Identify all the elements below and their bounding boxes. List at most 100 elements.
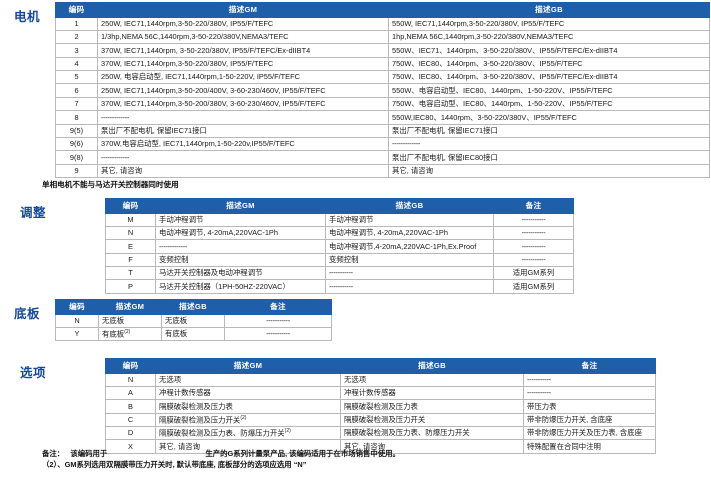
table-row: 1 250W, IEC71,1440rpm,3-50-220/380V, IP55…: [55, 16, 710, 31]
adjust-desc-gb: 电动冲程调节,4-20mA,220VAC-1Ph,Ex.Proof: [325, 239, 494, 254]
motor-desc-gb: 750W、IEC80、1440rpm、3-50-220/380V、IP55/F/…: [388, 56, 710, 72]
base-desc-gm: 无底板: [98, 313, 162, 328]
option-col-desc-gb: 描述GB: [340, 358, 524, 374]
motor-desc-gm: -------------: [97, 110, 389, 125]
option-desc-gb: 隔膜破裂检测及压力开关: [340, 412, 524, 428]
motor-desc-gb: 550W、电容启动型、IEC80、1440rpm、1-50-220V、IP55/…: [388, 83, 710, 98]
motor-desc-gm: 1/3hp,NEMA 56C,1440rpm,3-50-220/380V,NEM…: [97, 29, 389, 45]
adjust-desc-gm: 马达开关控制器（1PH-50HZ-220VAC）: [155, 279, 326, 294]
option-desc-gm-text: 隔膜破裂检测及压力表、防爆压力开关: [159, 428, 285, 438]
motor-code: 2: [55, 29, 98, 45]
adjust-desc-gm: 手动冲程调节: [155, 212, 326, 227]
table-row: T 马达开关控制器及电动冲程调节 ----------- 适用GM系列: [105, 266, 574, 281]
motor-col-code: 编码: [55, 2, 98, 18]
adjust-code: T: [105, 266, 156, 281]
option-desc-gb: 无选项: [340, 372, 524, 387]
adjust-desc-gb: -----------: [325, 279, 494, 294]
option-code: D: [105, 426, 156, 441]
footnote-marker: (2): [124, 328, 131, 335]
option-desc-gb: 其它, 请咨询: [340, 439, 524, 454]
table-row: 9(8) ------------- 泵出厂不配电机, 保留IEC80接口: [55, 150, 710, 165]
base-remark: -----------: [224, 326, 332, 342]
table-row: M 手动冲程调节 手动冲程调节 -----------: [105, 212, 574, 227]
motor-code: 9(5): [55, 123, 98, 139]
footnotes-block: 备注： 该编码用于 生产的G系列计量泵产品, 该编码适用于在市场销售中使用。 （2…: [42, 448, 400, 471]
adjust-desc-gb: 电动冲程调节, 4-20mA,220VAC-1Ph: [325, 225, 494, 241]
footnote-1-prefix: 备注：: [42, 449, 65, 458]
motor-col-desc-gb: 描述GB: [388, 2, 710, 18]
table-row: 3 370W, IEC71,1440rpm, 3-50-220/380V, IP5…: [55, 43, 710, 58]
adjust-table: 编码 描述GM 描述GB 备注 M 手动冲程调节 手动冲程调节 -----------…: [105, 198, 574, 294]
motor-code: 7: [55, 96, 98, 112]
option-desc-gm: 其它, 请咨询: [155, 439, 341, 454]
motor-code: 5: [55, 70, 98, 85]
motor-desc-gb: 泵出厂不配电机, 保留IEC71接口: [388, 123, 710, 139]
option-remark: 带非防爆压力开关及压力表, 含底座: [523, 426, 656, 441]
footnote-1-after: 生产的G系列计量泵产品, 该编码适用于在市场销售中使用。: [205, 449, 400, 458]
adjust-code: E: [105, 239, 156, 254]
motor-code: 9: [55, 163, 98, 179]
section-label-adjust: 调整: [20, 206, 47, 220]
table-row: C 隔膜破裂检测及压力开关(2) 隔膜破裂检测及压力开关 带非防爆压力开关, 含底座: [105, 412, 656, 428]
motor-desc-gm: 370W, IEC71,1440rpm,3-50-200/380V, 3-60-…: [97, 96, 389, 112]
adjust-col-desc-gm: 描述GM: [155, 198, 326, 214]
option-col-remark: 备注: [523, 358, 656, 374]
option-col-desc-gm: 描述GM: [155, 358, 341, 374]
adjust-col-code: 编码: [105, 198, 156, 214]
adjust-table-header-row: 编码 描述GM 描述GB 备注: [105, 198, 574, 214]
adjust-desc-gm: 变频控制: [155, 252, 326, 268]
motor-desc-gm: 其它, 请咨询: [97, 163, 389, 179]
motor-desc-gm: 泵出厂不配电机, 保留IEC71接口: [97, 123, 389, 139]
footnote-marker: (2): [284, 428, 291, 435]
base-col-desc-gb: 描述GB: [161, 299, 225, 315]
table-row: 9 其它, 请咨询 其它, 请咨询: [55, 163, 710, 179]
adjust-code: F: [105, 252, 156, 268]
section-label-option: 选项: [20, 366, 47, 380]
motor-desc-gm: 250W, IEC71,1440rpm,3-50-220/380V, IP55/…: [97, 16, 389, 31]
table-row: 6 250W, IEC71,1440rpm,3-50-200/400V, 3-60…: [55, 83, 710, 98]
table-row: P 马达开关控制器（1PH-50HZ-220VAC） ----------- 适用GM…: [105, 279, 574, 294]
table-row: N 电动冲程调节, 4-20mA,220VAC-1Ph 电动冲程调节, 4-20mA…: [105, 225, 574, 241]
option-remark: -----------: [523, 385, 656, 401]
adjust-remark: 适用GM系列: [493, 266, 574, 281]
base-code: N: [55, 313, 99, 328]
table-row: Y 有底板(2) 有底板 -----------: [55, 326, 332, 342]
table-row: 7 370W, IEC71,1440rpm,3-50-200/380V, 3-60…: [55, 96, 710, 112]
footnote-1: 备注： 该编码用于 生产的G系列计量泵产品, 该编码适用于在市场销售中使用。: [42, 448, 400, 459]
option-desc-gm-text: 隔膜破裂检测及压力开关: [159, 415, 241, 425]
motor-code: 3: [55, 43, 98, 58]
adjust-col-remark: 备注: [493, 198, 574, 214]
base-table: 编码 描述GM 描述GB 备注 N 无底板 无底板 ----------- Y 有底板(…: [55, 299, 332, 342]
option-table: 编码 描述GM 描述GB 备注 N 无选项 无选项 ----------- A 冲程计数…: [105, 358, 656, 454]
motor-desc-gm: 370W,电容启动型, IEC71,1440rpm,1-50-220v,IP55…: [97, 137, 389, 152]
base-desc-gm: 有底板(2): [98, 326, 162, 342]
table-row: D 隔膜破裂检测及压力表、防爆压力开关(2) 隔膜破裂检测及压力表、防爆压力开关 带非…: [105, 426, 656, 441]
motor-desc-gb: 泵出厂不配电机, 保留IEC80接口: [388, 150, 710, 165]
motor-code: 6: [55, 83, 98, 98]
table-row: N 无底板 无底板 -----------: [55, 313, 332, 328]
adjust-code: P: [105, 279, 156, 294]
option-desc-gm: 隔膜破裂检测及压力开关(2): [155, 412, 341, 428]
motor-desc-gb: 其它, 请咨询: [388, 163, 710, 179]
option-code: X: [105, 439, 156, 454]
option-desc-gm: 无选项: [155, 372, 341, 387]
footnote-1-before: 该编码用于: [70, 449, 108, 458]
footnote-marker: (2): [240, 414, 247, 421]
base-desc-gb: 无底板: [161, 313, 225, 328]
option-desc-gb: 隔膜破裂检测及压力表、防爆压力开关: [340, 426, 524, 441]
motor-table-note: 单相电机不能与马达开关控制器同时使用: [42, 180, 179, 189]
option-table-header-row: 编码 描述GM 描述GB 备注: [105, 358, 656, 374]
motor-table: 编码 描述GM 描述GB 1 250W, IEC71,1440rpm,3-50-2…: [55, 2, 710, 179]
motor-code: 1: [55, 16, 98, 31]
motor-code: 9(8): [55, 150, 98, 165]
motor-table-header-row: 编码 描述GM 描述GB: [55, 2, 710, 18]
table-row: E ------------- 电动冲程调节,4-20mA,220VAC-1Ph,E…: [105, 239, 574, 254]
motor-code: 9(6): [55, 137, 98, 152]
base-code: Y: [55, 326, 99, 342]
motor-code: 4: [55, 56, 98, 72]
motor-desc-gm: 250W, IEC71,1440rpm,3-50-200/400V, 3-60-…: [97, 83, 389, 98]
option-remark: 特殊配置在合同中注明: [523, 439, 656, 454]
base-remark: -----------: [224, 313, 332, 328]
motor-col-desc-gm: 描述GM: [97, 2, 389, 18]
